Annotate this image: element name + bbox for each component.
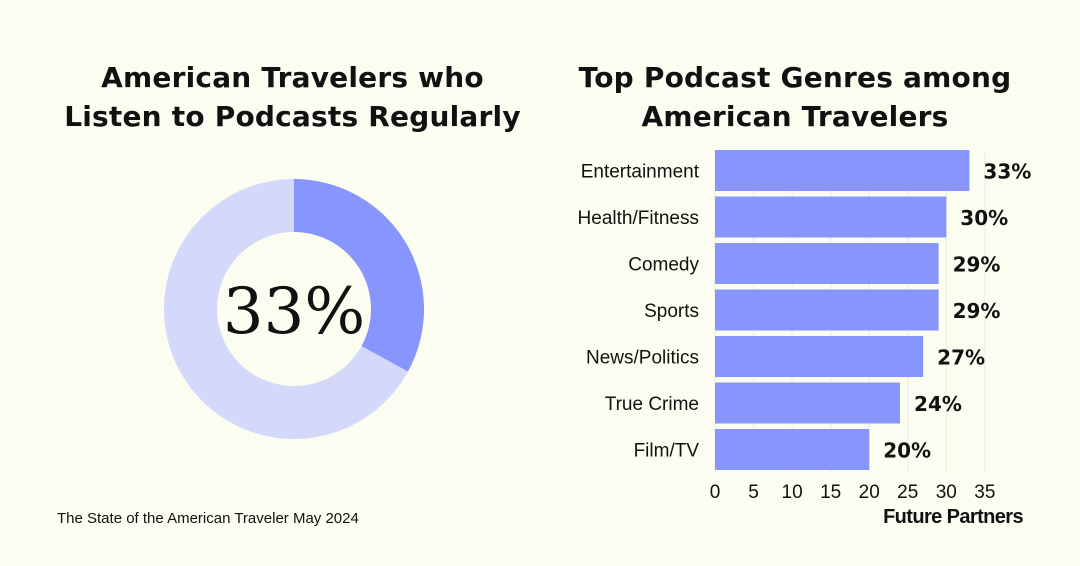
bar-title-line-1: Top Podcast Genres among — [578, 61, 1012, 94]
donut-chart-title: American Travelers who Listen to Podcast… — [20, 58, 565, 136]
bar-0 — [715, 150, 970, 191]
source-note: The State of the American Traveler May 2… — [57, 510, 359, 527]
category-label-0: Entertainment — [581, 162, 700, 183]
category-label-5: True Crime — [605, 394, 699, 415]
value-label-6: 20% — [883, 439, 931, 463]
x-tick-label-2: 10 — [782, 482, 803, 503]
x-tick-label-7: 35 — [974, 482, 995, 503]
bar-title-line-2: American Travelers — [641, 100, 949, 133]
bar-chart: 0 5 10 15 20 25 30 35 Entertainment 33% Health/Fit… — [578, 150, 1031, 503]
value-label-3: 29% — [953, 299, 1001, 323]
donut-title-line-1: American Travelers who — [101, 61, 484, 94]
category-label-2: Comedy — [628, 255, 699, 276]
donut-title-line-2: Listen to Podcasts Regularly — [64, 100, 521, 133]
bar-3 — [715, 289, 939, 331]
bar-chart-title: Top Podcast Genres among American Travel… — [550, 58, 1040, 136]
bar-2 — [715, 243, 939, 284]
x-tick-label-0: 0 — [710, 482, 721, 503]
x-tick-label-3: 15 — [820, 482, 841, 503]
x-tick-label-1: 5 — [748, 482, 759, 503]
donut-chart: 33% — [163, 179, 424, 440]
x-tick-label-5: 25 — [897, 482, 918, 503]
brand-logo: Future Partners — [883, 506, 1024, 528]
x-tick-label-6: 30 — [936, 482, 957, 503]
category-label-1: Health/Fitness — [578, 208, 699, 229]
donut-center-label: 33% — [223, 275, 365, 349]
category-label-4: News/Politics — [586, 348, 699, 369]
category-label-6: Film/TV — [634, 441, 700, 462]
bar-1 — [715, 196, 947, 238]
x-tick-label-4: 20 — [859, 482, 880, 503]
category-label-3: Sports — [644, 301, 699, 322]
value-label-1: 30% — [960, 206, 1008, 230]
value-label-2: 29% — [953, 253, 1001, 277]
value-label-4: 27% — [937, 346, 985, 370]
donut-slice-1 — [163, 179, 408, 440]
bar-6 — [715, 429, 870, 470]
donut-slice-0 — [294, 179, 424, 372]
bar-4 — [715, 336, 924, 377]
value-label-0: 33% — [983, 160, 1031, 184]
value-label-5: 24% — [914, 392, 962, 416]
bar-5 — [715, 382, 901, 424]
